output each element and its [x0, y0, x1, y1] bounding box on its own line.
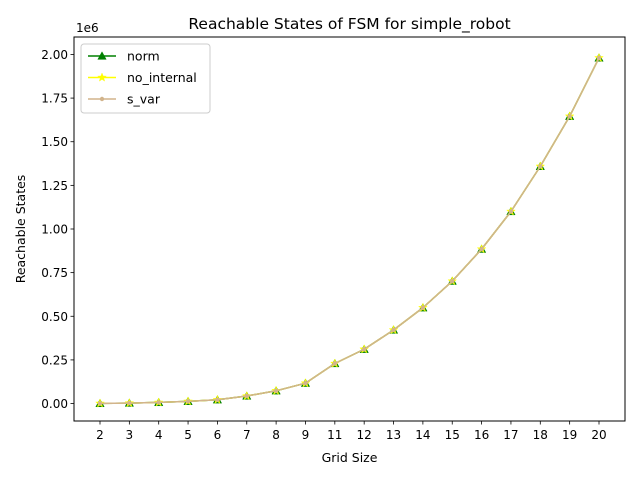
data-point	[479, 246, 484, 252]
legend-box	[80, 43, 211, 114]
y-tick-label: 0.75	[41, 266, 68, 280]
y-axis-multiplier: 1e6	[76, 21, 99, 35]
y-axis: 0.00 0.25 0.50 0.75 1.00 1.25 1.50 1.75 2.00	[41, 48, 74, 411]
legend-marker	[97, 51, 107, 60]
x-tick-label: 18	[533, 428, 548, 442]
x-tick-label: 13	[386, 428, 401, 442]
y-axis-label: Reachable States	[13, 175, 28, 284]
legend-item-no_internal: no_internal	[88, 70, 197, 85]
data-point	[420, 305, 426, 310]
x-tick-label: 11	[327, 428, 342, 442]
data-point	[567, 114, 572, 119]
x-tick-label: 3	[126, 428, 134, 442]
x-tick-label: 19	[562, 428, 577, 442]
data-point	[391, 327, 396, 333]
x-tick-label: 6	[214, 428, 222, 442]
data-point	[361, 347, 367, 352]
x-tick-label: 9	[302, 428, 310, 442]
x-tick-label: 16	[474, 428, 489, 442]
x-tick-label: 12	[357, 428, 372, 442]
legend: norm no_internal s_var	[80, 43, 211, 114]
data-point	[303, 380, 308, 386]
x-axis-label: Grid Size	[322, 450, 378, 465]
x-tick-label: 7	[243, 428, 251, 442]
y-tick-label: 1.75	[41, 92, 68, 106]
y-tick-label: 2.00	[41, 48, 68, 62]
y-tick-label: 1.50	[41, 135, 68, 149]
data-point	[596, 55, 602, 61]
y-tick-label: 0.50	[41, 310, 68, 324]
x-tick-label: 2	[96, 428, 104, 442]
data-point	[215, 397, 220, 402]
x-tick-label: 4	[155, 428, 163, 442]
x-tick-label: 17	[503, 428, 518, 442]
legend-marker	[97, 72, 107, 82]
data-point	[127, 400, 132, 406]
data-point	[273, 388, 279, 393]
data-point	[156, 400, 161, 405]
series-layer	[95, 52, 604, 408]
y-tick-label: 0.25	[41, 353, 68, 367]
x-tick-label: 14	[415, 428, 430, 442]
data-point	[185, 399, 191, 404]
legend-marker	[99, 96, 105, 102]
legend-item-norm: norm	[88, 49, 160, 64]
data-point	[244, 393, 249, 399]
data-point	[332, 361, 338, 366]
y-tick-label: 1.25	[41, 179, 68, 193]
x-tick-label: 15	[445, 428, 460, 442]
x-tick-label: 5	[184, 428, 192, 442]
x-tick-label: 20	[591, 428, 606, 442]
x-tick-label: 8	[272, 428, 280, 442]
x-axis: 2 3 4 5 6 7 8 9 11 12 13 14 15 16 17 18 19 20	[96, 421, 607, 442]
legend-item-s_var: s_var	[88, 92, 161, 107]
data-point	[450, 278, 455, 284]
y-tick-label: 1.00	[41, 223, 68, 237]
y-tick-label: 0.00	[41, 397, 68, 411]
legend-label: norm	[127, 49, 160, 64]
legend-label: s_var	[127, 92, 161, 107]
data-point	[538, 164, 543, 169]
series-s_var	[97, 55, 602, 406]
data-point	[508, 209, 514, 214]
chart-title: Reachable States of FSM for simple_robot	[188, 15, 510, 34]
series-line	[99, 57, 600, 405]
legend-label: no_internal	[127, 70, 197, 85]
data-point	[97, 401, 103, 406]
